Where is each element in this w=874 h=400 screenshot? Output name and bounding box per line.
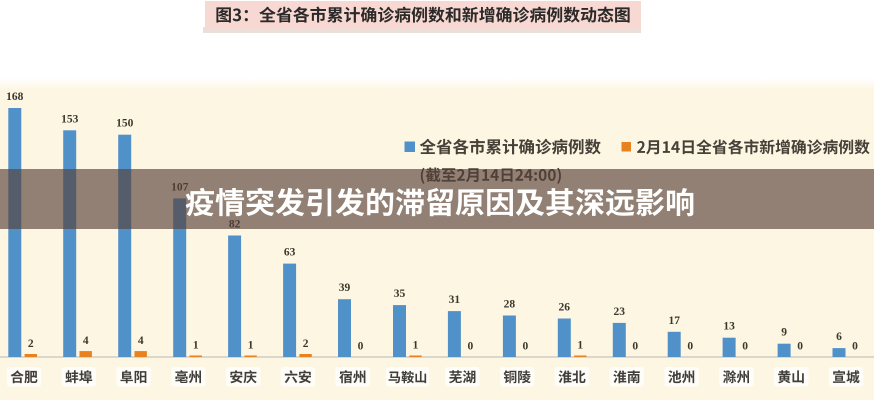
svg-text:0: 0 xyxy=(687,341,693,353)
svg-text:0: 0 xyxy=(797,341,803,353)
svg-text:31: 31 xyxy=(449,294,461,306)
svg-text:0: 0 xyxy=(468,341,474,353)
svg-text:35: 35 xyxy=(394,288,406,300)
svg-text:2: 2 xyxy=(303,338,309,350)
svg-text:6: 6 xyxy=(836,331,842,343)
svg-text:4: 4 xyxy=(83,335,89,347)
svg-text:1: 1 xyxy=(577,340,583,352)
svg-text:150: 150 xyxy=(116,118,134,130)
svg-text:13: 13 xyxy=(723,321,735,333)
svg-text:1: 1 xyxy=(248,340,254,352)
svg-text:63: 63 xyxy=(284,247,296,259)
svg-text:2: 2 xyxy=(28,338,34,350)
svg-text:1: 1 xyxy=(413,340,419,352)
svg-text:0: 0 xyxy=(742,341,748,353)
svg-text:4: 4 xyxy=(138,335,144,347)
svg-text:0: 0 xyxy=(523,341,529,353)
svg-text:28: 28 xyxy=(504,299,516,311)
svg-text:1: 1 xyxy=(193,340,199,352)
svg-text:0: 0 xyxy=(632,341,638,353)
svg-text:9: 9 xyxy=(781,327,787,339)
svg-text:26: 26 xyxy=(559,302,571,314)
svg-text:23: 23 xyxy=(613,306,625,318)
svg-text:0: 0 xyxy=(852,341,858,353)
svg-text:168: 168 xyxy=(6,91,24,103)
svg-text:153: 153 xyxy=(61,113,79,125)
svg-text:0: 0 xyxy=(358,341,364,353)
svg-text:17: 17 xyxy=(668,315,680,327)
svg-text:39: 39 xyxy=(339,282,351,294)
